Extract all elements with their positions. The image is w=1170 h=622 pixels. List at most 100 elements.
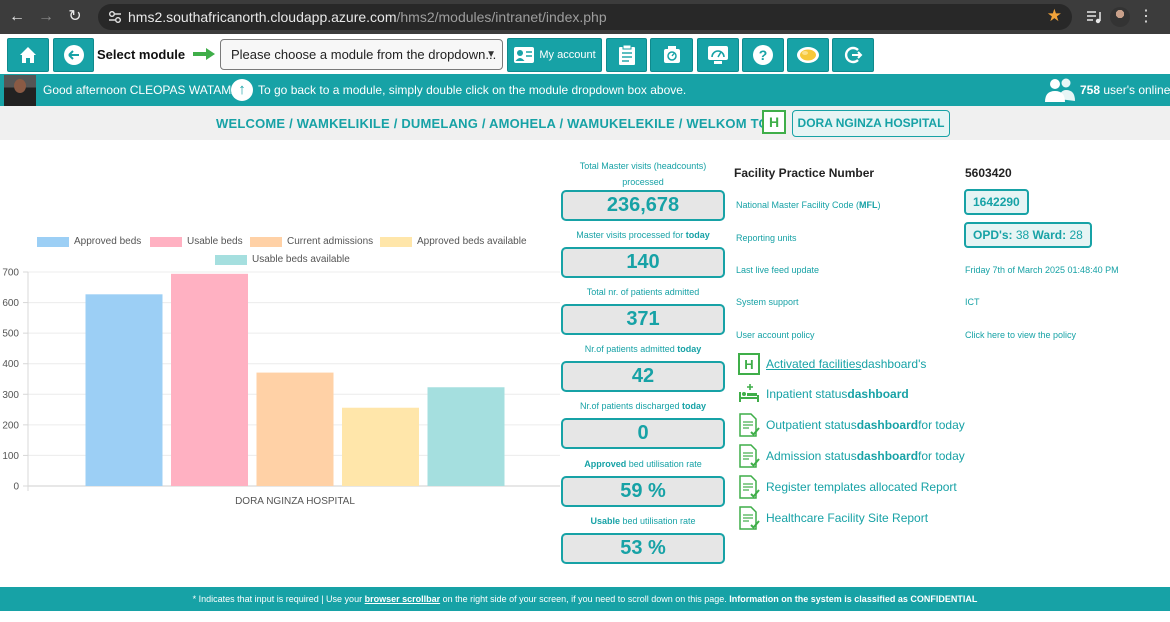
back-button[interactable] [53, 38, 94, 72]
reporting-units-box: OPD's: 38 Ward: 28 [964, 222, 1092, 248]
select-module-label: Select module [97, 47, 186, 62]
practice-number-value: 5603420 [965, 166, 1012, 180]
home-button[interactable] [7, 38, 49, 72]
my-account-label: My account [539, 49, 596, 61]
practice-number-title: Facility Practice Number [734, 166, 875, 180]
stat-label: Master visits processed for today [561, 227, 725, 243]
site-report-link[interactable]: Healthcare Facility Site Report [738, 506, 928, 530]
clipboard-button[interactable] [606, 38, 647, 72]
bed-chart: Approved beds Usable beds Current admissio… [0, 140, 560, 520]
svg-text:?: ? [759, 47, 768, 63]
module-dropdown-placeholder: Please choose a module from the dropdown… [231, 47, 497, 62]
stat-value-box: 53 % [561, 533, 725, 564]
document-check-icon [739, 413, 760, 437]
bed-chart-svg: 0 100 200 300 400 500 600 700 DORA NGINZA HOSPIT… [2, 268, 560, 507]
admission-dashboard-link[interactable]: Admission status dashboard for today [738, 444, 965, 468]
policy-label: User account policy [736, 330, 815, 340]
legend-item[interactable]: Current admissions [250, 236, 373, 248]
welcome-bar: WELCOME / WAMKELIKILE / DUMELANG / AMOHE… [0, 106, 1170, 140]
forward-arrow-icon[interactable]: → [38, 8, 54, 25]
address-bar[interactable]: hms2.southafricanorth.cloudapp.azure.com… [98, 4, 1072, 30]
url-text: hms2.southafricanorth.cloudapp.azure.com… [128, 9, 607, 25]
activated-facilities-link[interactable]: H Activated facilities dashboard's [738, 352, 926, 376]
menu-kebab-icon[interactable]: ⋮ [1138, 8, 1154, 25]
bar[interactable] [342, 407, 419, 486]
url-path: /hms2/modules/intranet/index.php [396, 9, 607, 25]
mfl-value-box: 1642290 [964, 189, 1029, 215]
register-templates-link[interactable]: Register templates allocated Report [738, 475, 957, 499]
y-tick-label: 0 [13, 482, 19, 493]
browser-bar: ← → ↻ hms2.southafricanorth.cloudapp.azu… [0, 0, 1170, 34]
user-avatar [4, 75, 36, 106]
stat-label-bold: Usable [590, 516, 620, 526]
stat-label-suffix: bed utilisation rate [626, 459, 702, 469]
users-online-icon [1045, 78, 1075, 102]
document-check-icon [739, 444, 760, 468]
site-settings-icon[interactable] [107, 9, 123, 25]
legend-item[interactable]: Approved beds [37, 236, 141, 248]
footer-scrollbar-link[interactable]: browser scrollbar [364, 594, 441, 604]
hospital-h-icon: H [762, 110, 786, 134]
notes-button[interactable] [787, 38, 829, 72]
users-online-text: 758 user's online [1080, 83, 1170, 97]
feed-label: Last live feed update [736, 265, 820, 275]
y-tick-label: 300 [2, 390, 19, 401]
reload-icon[interactable]: ↻ [68, 8, 82, 25]
module-toolbar: Select module Please choose a module fro… [0, 34, 1170, 74]
legend-swatch [150, 237, 182, 247]
stat-label: Nr.of patients admitted today [561, 341, 725, 357]
admission-link-suffix: for today [918, 449, 965, 463]
activated-link-text: Activated facilities [766, 357, 862, 371]
home-icon [20, 47, 36, 63]
footer-confidential: Information on the system is classified … [729, 594, 978, 604]
support-value: ICT [965, 297, 980, 307]
svg-text:H: H [744, 357, 753, 372]
document-check-icon [739, 506, 760, 530]
stat-value-box: 59 % [561, 476, 725, 507]
scale-button[interactable] [650, 38, 693, 72]
dashboard-monitor-icon [708, 46, 728, 64]
stat-value-box: 42 [561, 361, 725, 392]
outpatient-link-bold: dashboard [856, 418, 919, 432]
stat-label-text: Master visits processed for [576, 230, 686, 240]
feed-value: Friday 7th of March 2025 01:48:40 PM [965, 265, 1119, 275]
back-arrow-icon[interactable]: ← [9, 8, 25, 25]
inpatient-dashboard-link[interactable]: Inpatient status dashboard [738, 382, 909, 406]
opd-label: OPD's: [973, 228, 1013, 242]
bar[interactable] [85, 294, 163, 486]
bar[interactable] [171, 273, 248, 486]
back-circle-icon [63, 45, 84, 65]
arrow-up-icon: ↑ [231, 79, 253, 101]
footer-text-a: * Indicates that input is required | Use… [192, 594, 365, 604]
my-account-button[interactable]: My account [507, 38, 602, 72]
bar[interactable] [256, 372, 334, 486]
clipboard-icon [618, 44, 635, 65]
admission-link-bold: dashboard [856, 449, 919, 463]
media-queue-icon[interactable] [1086, 9, 1102, 25]
hospital-name-button[interactable]: DORA NGINZA HOSPITAL [792, 110, 950, 137]
admission-link-text: Admission status [766, 449, 857, 463]
profile-avatar[interactable] [1110, 7, 1130, 27]
policy-link[interactable]: Click here to view the policy [965, 330, 1077, 340]
legend-item[interactable]: Approved beds available [380, 236, 527, 248]
users-online-count: 758 [1080, 83, 1101, 97]
url-host: hms2.southafricanorth.cloudapp.azure.com [128, 9, 397, 25]
dashboard-button[interactable] [697, 38, 739, 72]
stat-label: Nr.of patients discharged today [561, 398, 725, 414]
bookmark-star-icon[interactable]: ★ [1046, 6, 1062, 25]
outpatient-dashboard-link[interactable]: Outpatient status dashboard for today [738, 413, 965, 437]
stat-label-text: Total nr. of patients admitted [586, 287, 700, 297]
help-button[interactable]: ? [742, 38, 784, 72]
stat-label-bold: today [685, 230, 710, 240]
welcome-text: WELCOME / WAMKELIKILE / DUMELANG / AMOHE… [216, 116, 769, 131]
logout-icon [844, 46, 863, 64]
y-tick-label: 400 [2, 359, 19, 370]
bar[interactable] [427, 387, 505, 486]
legend-item[interactable]: Usable beds available [215, 254, 350, 266]
logout-button[interactable] [832, 38, 874, 72]
register-link-text: Register templates allocated Report [766, 480, 957, 494]
stat-label-bold: Approved [584, 459, 627, 469]
mfl-label-text: National Master Facility Code ( [736, 200, 860, 210]
module-dropdown[interactable]: Please choose a module from the dropdown… [220, 39, 503, 70]
legend-item[interactable]: Usable beds [150, 236, 243, 248]
